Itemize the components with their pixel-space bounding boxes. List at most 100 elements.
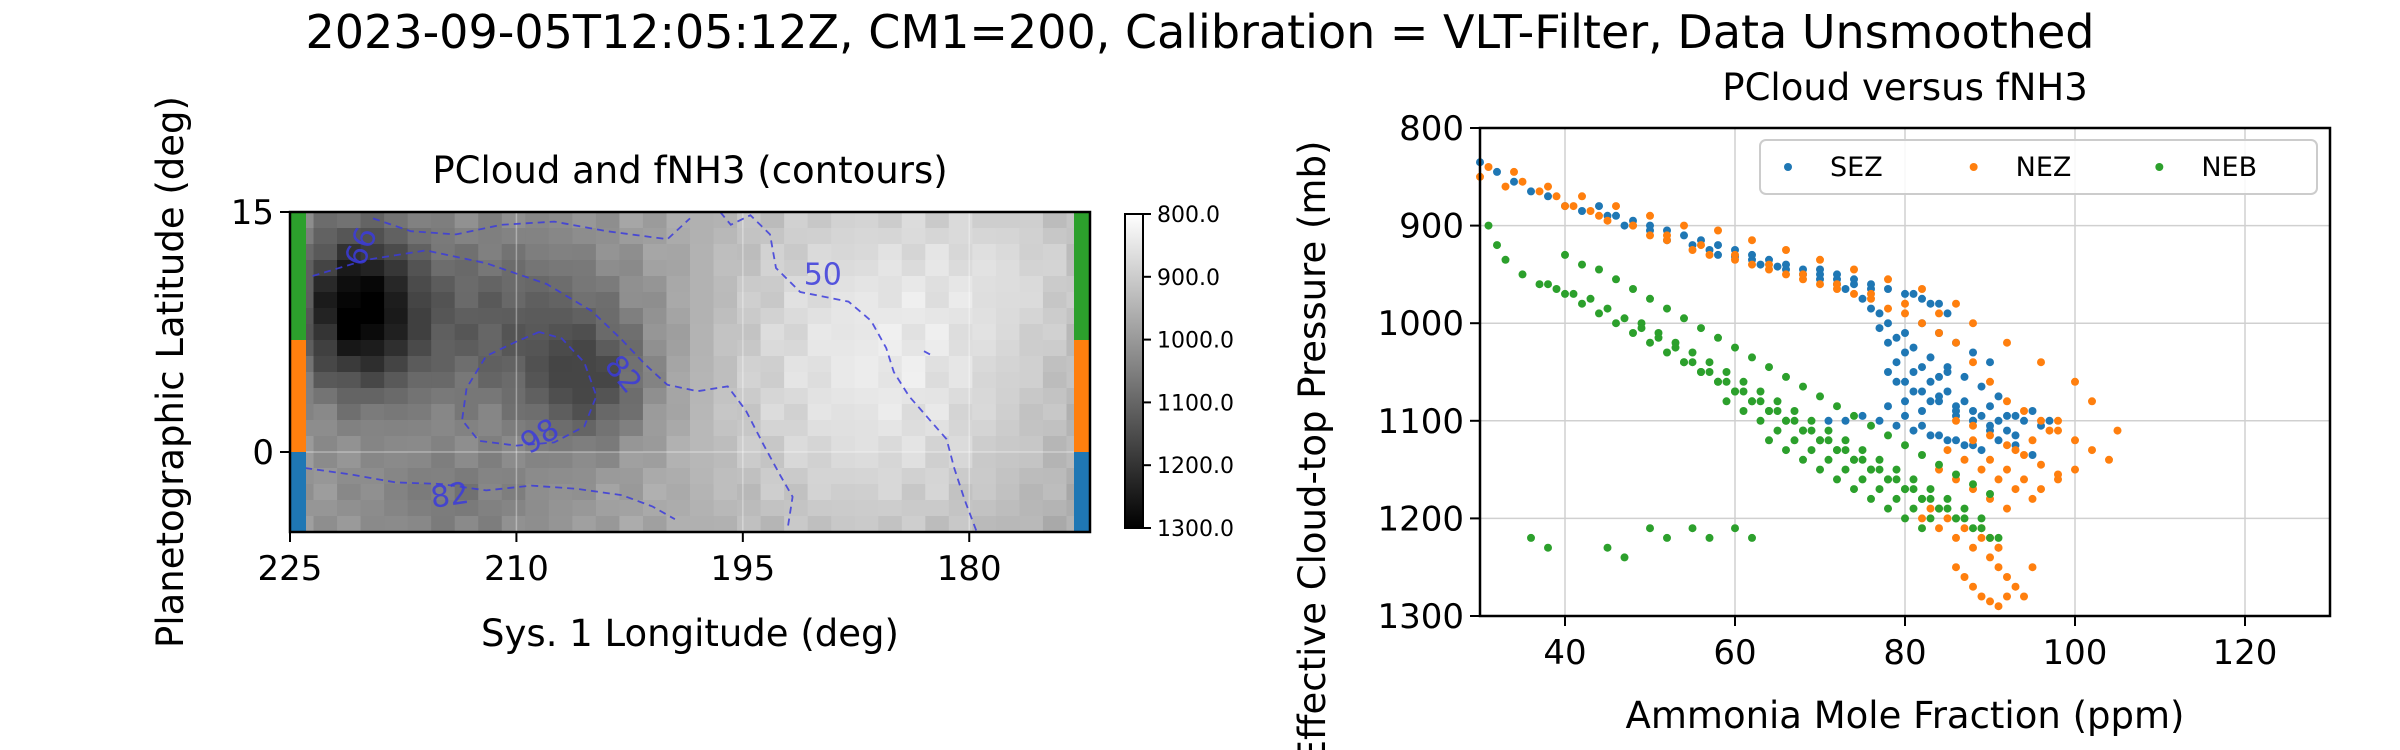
scatter-point bbox=[1544, 192, 1552, 201]
scatter-point bbox=[1892, 333, 1901, 342]
scatter-point bbox=[1620, 221, 1629, 230]
heatmap-cell bbox=[525, 212, 550, 229]
heatmap-cell bbox=[854, 372, 879, 389]
scatter-point bbox=[1561, 250, 1569, 259]
scatter-point bbox=[2028, 436, 2037, 445]
scatter-x-tick-label: 60 bbox=[1713, 633, 1756, 673]
scatter-point bbox=[1892, 494, 1901, 503]
scatter-point bbox=[1918, 285, 1926, 293]
heatmap-cell bbox=[972, 244, 997, 261]
scatter-point bbox=[1994, 563, 2003, 572]
scatter-point bbox=[1943, 309, 1952, 318]
scatter-point bbox=[1858, 446, 1867, 455]
scatter-point bbox=[1527, 533, 1535, 542]
scatter-point bbox=[1994, 392, 2003, 401]
heatmap-cell bbox=[619, 292, 644, 309]
heatmap-cell bbox=[737, 244, 762, 261]
scatter-point bbox=[1875, 455, 1884, 464]
scatter-point bbox=[1620, 314, 1629, 323]
heatmap-cell bbox=[313, 404, 338, 421]
scatter-point bbox=[1850, 485, 1858, 494]
heatmap-cell bbox=[595, 452, 621, 469]
scatter-point bbox=[1671, 338, 1680, 347]
heatmap-cell bbox=[690, 388, 715, 405]
scatter-point bbox=[1994, 533, 2003, 542]
scatter-point bbox=[1680, 314, 1688, 323]
heatmap-cell bbox=[478, 356, 503, 373]
scatter-point bbox=[1977, 592, 1986, 601]
heatmap-cell bbox=[666, 500, 691, 517]
heatmap-cell bbox=[384, 292, 409, 309]
heatmap-cell bbox=[407, 324, 432, 341]
heatmap-cell bbox=[595, 404, 621, 421]
heatmap-cell bbox=[854, 452, 879, 469]
scatter-point bbox=[1501, 255, 1510, 264]
heatmap-cell bbox=[807, 516, 832, 533]
scatter-point bbox=[2003, 441, 2011, 450]
scatter-point bbox=[1901, 514, 1909, 523]
heatmap-cell bbox=[1019, 308, 1044, 325]
scatter-point bbox=[2105, 455, 2113, 464]
heatmap-cell bbox=[431, 276, 456, 293]
heatmap-cell bbox=[878, 244, 903, 261]
scatter-point bbox=[1909, 289, 1918, 298]
scatter-point bbox=[1782, 416, 1790, 425]
scatter-point bbox=[1552, 192, 1561, 201]
heatmap-cell bbox=[972, 452, 997, 469]
heatmap-cell bbox=[548, 228, 573, 245]
heatmap-cell bbox=[384, 340, 409, 357]
scatter-point bbox=[1909, 485, 1918, 494]
scatter-point bbox=[1595, 309, 1603, 318]
scatter-point bbox=[1952, 563, 1960, 572]
heatmap-cell bbox=[760, 212, 785, 229]
heatmap-cell bbox=[948, 516, 973, 533]
scatter-point bbox=[1986, 402, 1994, 411]
scatter-point bbox=[1722, 368, 1731, 376]
scatter-point bbox=[2020, 475, 2028, 484]
scatter-point bbox=[1875, 309, 1884, 318]
heatmap-cell bbox=[995, 340, 1021, 357]
scatter-point bbox=[1884, 504, 1892, 513]
zone-bar-left bbox=[290, 212, 306, 340]
heatmap-cell bbox=[313, 516, 338, 533]
heatmap-cell bbox=[784, 484, 809, 501]
heatmap-cell bbox=[407, 212, 432, 229]
heatmap-cell bbox=[948, 340, 973, 357]
heatmap-cell bbox=[642, 484, 668, 501]
heatmap-cell bbox=[831, 340, 856, 357]
scatter-point bbox=[1850, 455, 1858, 464]
heatmap-cell bbox=[360, 484, 385, 501]
heatmap-cell bbox=[431, 308, 456, 325]
heatmap-x-ticks: 225 210 195 180 bbox=[258, 532, 1002, 589]
heatmap-cell bbox=[501, 420, 526, 437]
scatter-point bbox=[1918, 524, 1926, 533]
heatmap-cell bbox=[642, 244, 668, 261]
heatmap-cell bbox=[384, 228, 409, 245]
heatmap-cell bbox=[337, 356, 362, 373]
heatmap-cell bbox=[760, 372, 785, 389]
scatter-point bbox=[1926, 485, 1935, 494]
scatter-point bbox=[1714, 377, 1722, 386]
heatmap-cell bbox=[525, 340, 550, 357]
scatter-point bbox=[1969, 358, 1977, 367]
scatter-point bbox=[1867, 304, 1875, 313]
heatmap-cell bbox=[454, 260, 479, 277]
heatmap-cell bbox=[1019, 436, 1044, 453]
heatmap-cell bbox=[995, 276, 1021, 293]
heatmap-cell bbox=[384, 436, 409, 453]
heatmap-cell bbox=[925, 500, 950, 517]
scatter-point bbox=[1714, 333, 1722, 342]
scatter-point bbox=[1986, 490, 1994, 498]
scatter-point bbox=[1986, 553, 1994, 562]
heatmap-cell bbox=[360, 468, 385, 485]
heatmap-zone-bars bbox=[290, 212, 1090, 532]
heatmap-cell bbox=[995, 500, 1021, 517]
scatter-point bbox=[1909, 426, 1918, 435]
scatter-point bbox=[1960, 372, 1969, 381]
heatmap-cell bbox=[925, 516, 950, 533]
scatter-point bbox=[1960, 504, 1969, 513]
heatmap-cell bbox=[407, 292, 432, 309]
scatter-point bbox=[1816, 265, 1824, 274]
heatmap-cell bbox=[713, 340, 738, 357]
heatmap-cell bbox=[831, 356, 856, 373]
